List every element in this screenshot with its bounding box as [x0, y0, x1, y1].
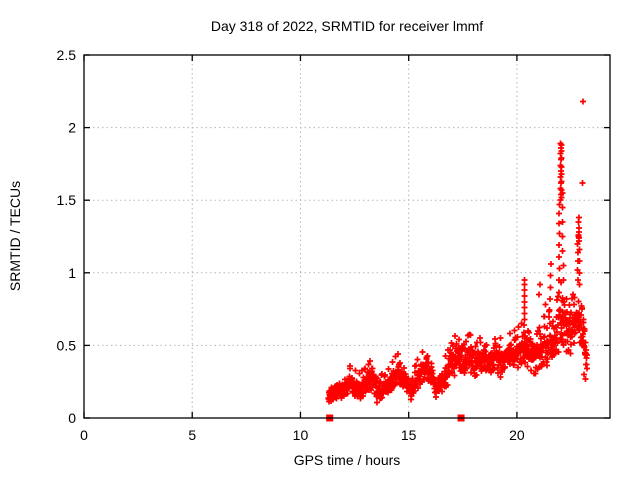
x-tick-label: 15 [401, 427, 417, 443]
axis-ticks [83, 54, 610, 419]
tick-labels: 0 5 10 15 20 0 0.5 1 1.5 2 2.5 [57, 47, 525, 443]
y-tick-label: 0 [68, 410, 76, 426]
y-tick-label: 2 [68, 120, 76, 136]
y-tick-label: 0.5 [57, 337, 77, 353]
y-tick-label: 1.5 [57, 192, 77, 208]
y-axis-label: SRMTID / TECUs [7, 181, 23, 291]
scatter-points [325, 98, 590, 406]
x-tick-label: 10 [293, 427, 309, 443]
x-axis-label: GPS time / hours [294, 452, 401, 468]
data-markers [325, 98, 590, 422]
chart-title: Day 318 of 2022, SRMTID for receiver lmm… [211, 18, 483, 34]
x-tick-label: 5 [188, 427, 196, 443]
y-tick-label: 1 [68, 265, 76, 281]
x-tick-label: 0 [80, 427, 88, 443]
y-tick-label: 2.5 [57, 47, 77, 63]
x-tick-label: 20 [509, 427, 525, 443]
grid-lines [84, 55, 610, 418]
plot-border [83, 54, 611, 419]
